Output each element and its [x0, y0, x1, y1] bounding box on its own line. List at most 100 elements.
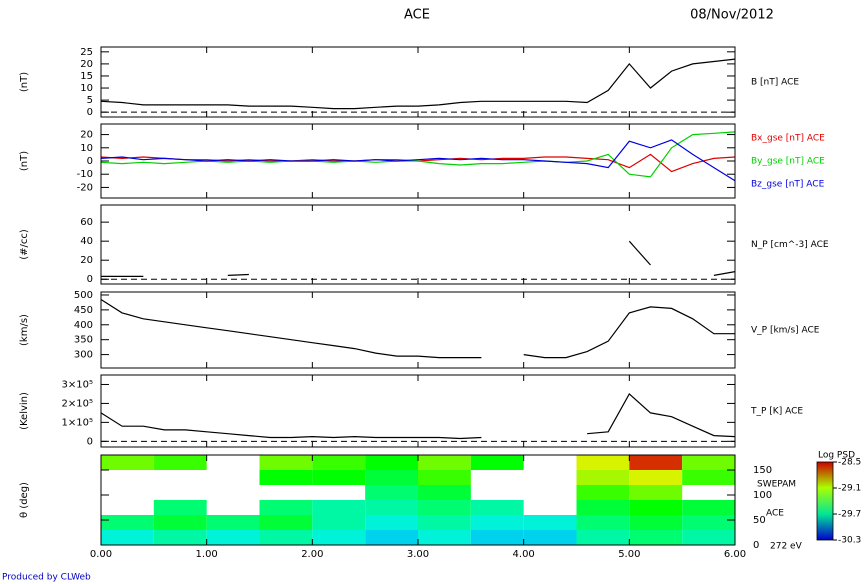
series-label: By_gse [nT] ACE — [751, 157, 825, 167]
heat-cell — [629, 470, 683, 485]
heat-cell — [312, 500, 366, 515]
heat-cell — [259, 470, 313, 485]
annotation: ACE — [766, 509, 784, 519]
y-tick-label: 20 — [80, 130, 93, 141]
y-tick-label: 0 — [87, 107, 93, 118]
heat-cell — [365, 530, 418, 545]
panel-frame — [100, 204, 736, 285]
y-tick-label: 0 — [87, 156, 93, 167]
y-axis-label: (#/cc) — [19, 229, 30, 260]
colorbar-tick-label: -29.1 — [838, 484, 861, 494]
y-tick-label: 2×10⁵ — [62, 398, 93, 409]
y-tick-label: 0 — [87, 436, 93, 447]
y-tick-label: 25 — [80, 47, 93, 58]
heat-cell — [629, 500, 683, 515]
colorbar-tick-label: -29.7 — [838, 510, 861, 520]
annotation: SWEPAM — [757, 480, 796, 490]
y-tick-label: 150 — [753, 465, 772, 476]
heat-cell — [682, 515, 735, 530]
x-tick-label: 5.00 — [618, 549, 640, 560]
y-tick-label: 40 — [80, 236, 93, 247]
date: 08/Nov/2012 — [690, 8, 774, 23]
y-tick-label: 100 — [753, 490, 772, 501]
x-tick-label: 3.00 — [407, 549, 429, 560]
heat-cell — [312, 530, 366, 545]
heat-cell — [153, 530, 207, 545]
annotation: 272 eV — [770, 542, 803, 552]
heat-cell — [576, 530, 630, 545]
heat-cell — [418, 530, 471, 545]
heat-cell — [365, 515, 418, 530]
y-tick-label: 10 — [80, 143, 93, 154]
heat-cell — [629, 455, 683, 470]
heat-cell — [576, 500, 630, 515]
panel-frame — [100, 374, 736, 448]
y-tick-label: 50 — [753, 515, 766, 526]
heat-cell — [101, 515, 154, 530]
heat-cell — [153, 455, 207, 470]
heat-cell — [682, 500, 735, 515]
heat-cell — [576, 455, 630, 470]
heat-cell — [259, 530, 313, 545]
heat-cell — [418, 515, 471, 530]
series-label: V_P [km/s] ACE — [751, 326, 820, 336]
series-line — [100, 139, 736, 182]
y-tick-label: 0 — [753, 540, 759, 551]
series-label: N_P [cm^-3] ACE — [751, 240, 829, 250]
heat-cell — [312, 515, 366, 530]
heat-cell — [259, 500, 313, 515]
heat-cell — [365, 485, 418, 500]
heat-cell — [206, 530, 260, 545]
y-tick-label: 5 — [87, 95, 93, 106]
heat-cell — [418, 470, 471, 485]
heat-cell — [418, 485, 471, 500]
x-tick-label: 0.00 — [90, 549, 112, 560]
y-tick-label: 60 — [80, 217, 93, 228]
series-label: Bx_gse [nT] ACE — [751, 134, 825, 144]
y-tick-label: 450 — [74, 305, 93, 316]
colorbar — [816, 461, 834, 541]
y-tick-label: 500 — [74, 290, 93, 301]
y-tick-label: 3×10⁵ — [62, 379, 93, 390]
heat-cell — [101, 530, 154, 545]
y-tick-label: 10 — [80, 83, 93, 94]
y-tick-label: 350 — [74, 335, 93, 346]
heat-cell — [312, 455, 366, 470]
heat-cell — [629, 515, 683, 530]
series-label: T_P [K] ACE — [750, 407, 803, 417]
heat-cell — [470, 500, 524, 515]
heat-cell — [470, 530, 524, 545]
x-tick-label: 1.00 — [196, 549, 218, 560]
series-label: B [nT] ACE — [751, 78, 799, 88]
series-line — [100, 153, 736, 173]
heat-cell — [418, 455, 471, 470]
heat-cell — [153, 515, 207, 530]
y-tick-label: -20 — [77, 182, 93, 193]
heat-cell — [576, 470, 630, 485]
heat-cell — [682, 455, 735, 470]
heat-cell — [523, 515, 577, 530]
y-tick-label: 1×10⁵ — [62, 417, 93, 428]
heat-cell — [365, 470, 418, 485]
heat-cell — [153, 500, 207, 515]
y-axis-label: (Kelvin) — [19, 392, 30, 430]
heat-cell — [365, 500, 418, 515]
series-line — [100, 298, 735, 359]
heat-cell — [682, 530, 735, 545]
y-tick-label: -10 — [77, 169, 93, 180]
y-axis-label: (nT) — [19, 151, 30, 171]
x-tick-label: 2.00 — [301, 549, 323, 560]
series-line — [100, 392, 736, 440]
series-line — [100, 58, 736, 110]
heat-cell — [101, 455, 154, 470]
x-tick-label: 4.00 — [513, 549, 535, 560]
heat-cell — [470, 455, 524, 470]
y-axis-label: (nT) — [19, 72, 30, 92]
heat-cell — [418, 500, 471, 515]
y-tick-label: 15 — [80, 71, 93, 82]
heat-cell — [312, 470, 366, 485]
heat-cell — [365, 455, 418, 470]
heat-cell — [576, 485, 630, 500]
series-label: Bz_gse [nT] ACE — [751, 180, 825, 190]
colorbar-tick-label: -28.5 — [838, 458, 861, 468]
